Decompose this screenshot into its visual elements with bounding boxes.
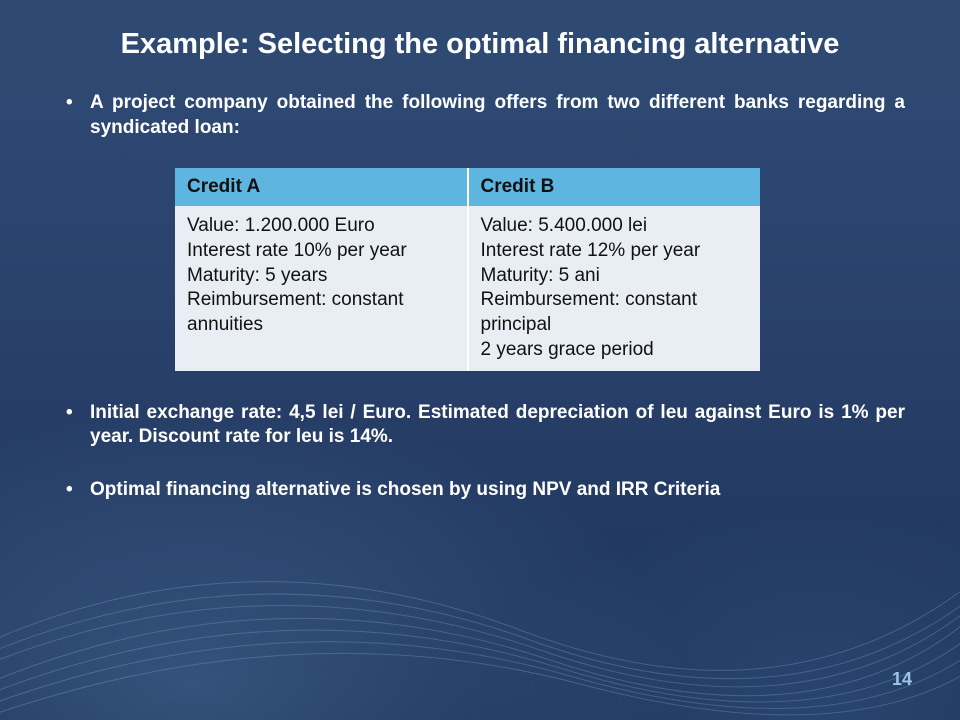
bullet-item: Optimal financing alternative is chosen … [60, 478, 905, 503]
credit-comparison-table: Credit A Credit B Value: 1.200.000 Euro … [175, 168, 760, 370]
cell-credit-a-details: Value: 1.200.000 Euro Interest rate 10% … [175, 206, 468, 370]
bullet-item: A project company obtained the following… [60, 91, 905, 140]
cell-credit-b-details: Value: 5.400.000 lei Interest rate 12% p… [468, 206, 761, 370]
bullet-list-lower: Initial exchange rate: 4,5 lei / Euro. E… [55, 401, 905, 503]
page-number: 14 [892, 669, 912, 690]
slide-container: Example: Selecting the optimal financing… [0, 0, 960, 720]
bullet-list: A project company obtained the following… [55, 91, 905, 140]
col-header-credit-b: Credit B [468, 168, 761, 206]
credit-table-container: Credit A Credit B Value: 1.200.000 Euro … [175, 168, 905, 370]
table-row: Value: 1.200.000 Euro Interest rate 10% … [175, 206, 760, 370]
slide-title: Example: Selecting the optimal financing… [55, 28, 905, 61]
bullet-item: Initial exchange rate: 4,5 lei / Euro. E… [60, 401, 905, 450]
col-header-credit-a: Credit A [175, 168, 468, 206]
table-header-row: Credit A Credit B [175, 168, 760, 206]
